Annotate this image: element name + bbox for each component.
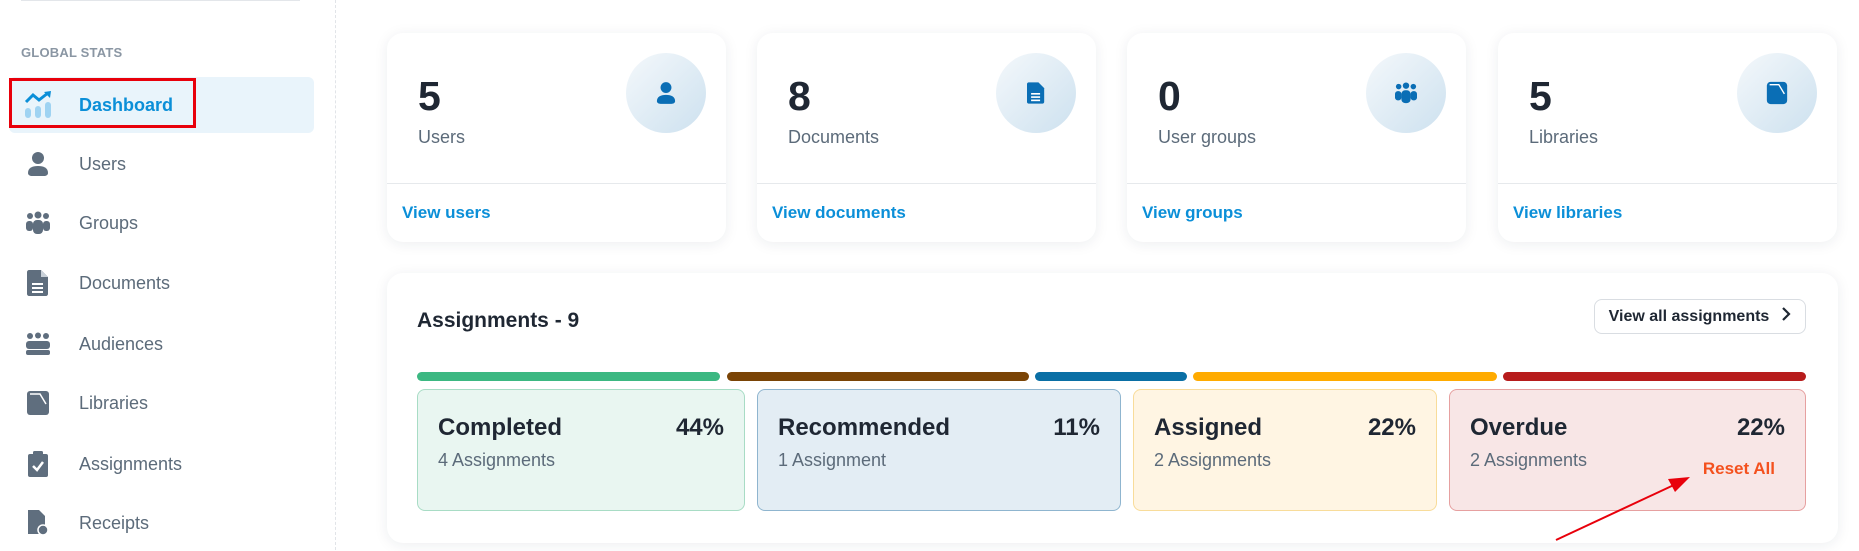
status-name: Overdue: [1470, 414, 1568, 441]
reset-all-button[interactable]: Reset All: [1702, 459, 1775, 478]
divider: [1127, 183, 1466, 184]
sidebar-item-label: Groups: [79, 212, 139, 233]
stat-label: Libraries: [1529, 127, 1599, 147]
receipt-icon: [23, 510, 53, 536]
status-card-overdue[interactable]: Overdue 22% 2 Assignments Reset All: [1449, 389, 1806, 511]
stat-label: Documents: [788, 127, 880, 147]
progress-segment-completed: [417, 372, 720, 381]
section-label: GLOBAL STATS: [21, 45, 123, 60]
library-icon: [1737, 53, 1817, 133]
view-documents-link[interactable]: View documents: [772, 203, 906, 222]
sidebar-item-label: Documents: [79, 272, 171, 293]
stat-card-user-groups: 0 User groups View groups: [1127, 33, 1466, 242]
sidebar-item-audiences[interactable]: Audiences: [9, 316, 314, 372]
view-all-assignments-button[interactable]: View all assignments: [1594, 299, 1806, 334]
divider: [21, 0, 300, 1]
button-label: View all assignments: [1608, 307, 1770, 325]
status-count: 2 Assignments: [1470, 450, 1588, 470]
status-name: Assigned: [1154, 414, 1263, 441]
status-count: 1 Assignment: [778, 450, 887, 470]
sidebar-item-libraries[interactable]: Libraries: [9, 375, 314, 431]
progress-segment-blue: [1035, 372, 1187, 381]
sidebar-item-documents[interactable]: Documents: [9, 255, 314, 311]
sidebar-item-dashboard[interactable]: Dashboard: [9, 77, 314, 133]
status-card-recommended[interactable]: Recommended 11% 1 Assignment: [757, 389, 1121, 511]
stat-card-documents: 8 Documents View documents: [757, 33, 1096, 242]
divider: [1498, 183, 1837, 184]
progress-segment-assigned: [1193, 372, 1497, 381]
assignments-panel: Assignments - 9 View all assignments Com…: [387, 273, 1838, 543]
progress-segment-overdue: [1503, 372, 1806, 381]
status-count: 2 Assignments: [1154, 450, 1272, 470]
status-percent: 22%: [1367, 414, 1416, 441]
divider: [387, 183, 726, 184]
sidebar-item-label: Dashboard: [79, 94, 174, 115]
document-icon: [23, 270, 53, 296]
stat-label: Users: [418, 127, 466, 147]
groups-icon: [23, 211, 53, 235]
document-icon: [996, 53, 1076, 133]
status-name: Completed: [438, 414, 563, 441]
chevron-right-icon: [1781, 307, 1791, 326]
sidebar-item-label: Audiences: [79, 333, 164, 354]
divider: [757, 183, 1096, 184]
stat-value: 8: [788, 73, 811, 119]
clipboard-check-icon: [23, 451, 53, 477]
sidebar-item-label: Libraries: [79, 392, 149, 413]
status-percent: 11%: [1053, 414, 1100, 441]
stat-value: 5: [1529, 73, 1552, 119]
highlight-annotation: [9, 78, 196, 128]
audiences-icon: [23, 332, 53, 356]
sidebar-item-label: Users: [79, 153, 127, 174]
status-count: 4 Assignments: [438, 450, 556, 470]
sidebar-item-groups[interactable]: Groups: [9, 195, 314, 251]
user-icon: [626, 53, 706, 133]
view-libraries-link[interactable]: View libraries: [1513, 203, 1623, 222]
sidebar-item-label: Receipts: [79, 512, 150, 533]
view-groups-link[interactable]: View groups: [1142, 203, 1243, 222]
status-card-assigned[interactable]: Assigned 22% 2 Assignments: [1133, 389, 1437, 511]
sidebar-item-users[interactable]: Users: [9, 136, 314, 192]
stat-card-libraries: 5 Libraries View libraries: [1498, 33, 1837, 242]
stat-label: User groups: [1158, 127, 1257, 147]
progress-segment-recommended: [727, 372, 1029, 381]
library-icon: [23, 390, 53, 416]
sidebar-item-receipts[interactable]: Receipts: [9, 495, 314, 551]
sidebar-item-label: Assignments: [79, 453, 183, 474]
assignments-title: Assignments - 9: [417, 309, 580, 332]
stat-value: 0: [1158, 73, 1181, 119]
view-users-link[interactable]: View users: [402, 203, 491, 222]
groups-icon: [1366, 53, 1446, 133]
user-icon: [23, 151, 53, 177]
status-percent: 44%: [675, 414, 724, 441]
status-card-completed[interactable]: Completed 44% 4 Assignments: [417, 389, 745, 511]
status-name: Recommended: [778, 414, 951, 441]
status-percent: 22%: [1736, 414, 1785, 441]
chart-trend-icon: [23, 91, 53, 119]
stat-value: 5: [418, 73, 441, 119]
stat-card-users: 5 Users View users: [387, 33, 726, 242]
sidebar: GLOBAL STATS Dashboard Users Groups Docu…: [0, 0, 336, 550]
sidebar-item-assignments[interactable]: Assignments: [9, 436, 314, 492]
